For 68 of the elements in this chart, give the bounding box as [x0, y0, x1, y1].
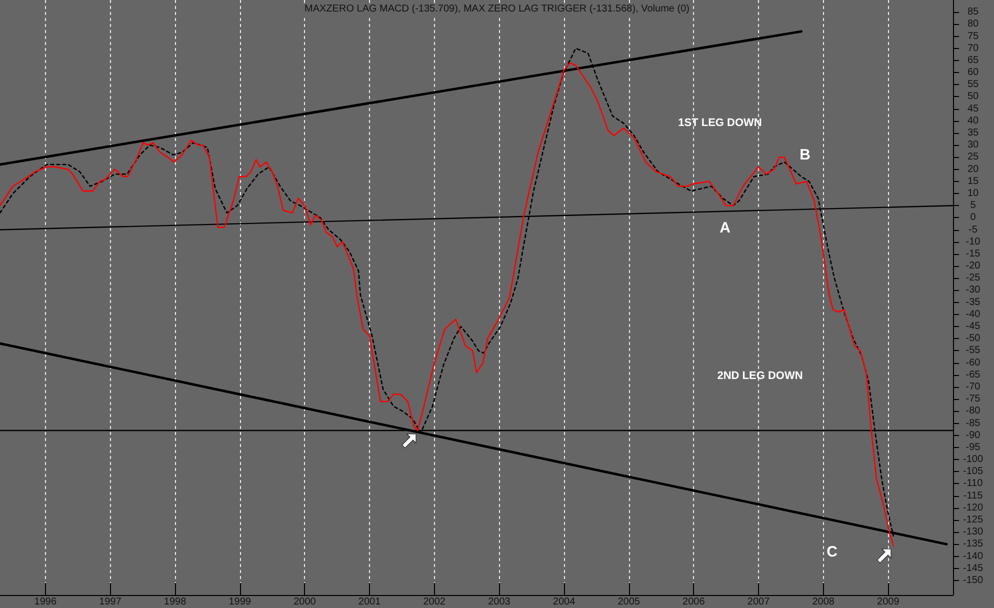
y-tick-label: -100 — [962, 454, 984, 466]
x-tick-label: 2007 — [747, 596, 770, 608]
annotation: C — [826, 544, 838, 560]
y-tick-label: -145 — [962, 562, 984, 574]
y-tick-label: -40 — [966, 308, 981, 320]
y-tick-label: -10 — [966, 236, 981, 248]
x-tick-label: 2006 — [682, 596, 706, 608]
y-tick-label: -70 — [966, 381, 981, 392]
y-tick-label: -135 — [962, 538, 984, 550]
y-tick-label: -60 — [966, 357, 981, 368]
y-tick-label: 15 — [967, 176, 979, 187]
y-tick-label: -115 — [963, 490, 984, 502]
y-tick-label: -15 — [966, 248, 981, 260]
y-tick-label: 20 — [967, 164, 979, 175]
y-tick-label: 60 — [967, 67, 979, 78]
x-tick-label: 1997 — [99, 596, 122, 608]
x-tick-label: 2008 — [812, 596, 835, 608]
x-tick-label: 1996 — [34, 596, 57, 608]
y-tick-label: -90 — [966, 430, 981, 441]
y-tick-label: -25 — [966, 272, 981, 284]
y-tick-label: 55 — [967, 79, 979, 90]
y-tick-label: -5 — [968, 224, 978, 236]
x-tick-label: 1998 — [164, 596, 187, 608]
y-tick-label: -95 — [966, 442, 981, 453]
y-tick-label: -65 — [966, 369, 981, 380]
x-tick-label: 2000 — [294, 596, 316, 608]
x-tick-label: 1999 — [228, 596, 252, 608]
y-tick-label: 75 — [967, 30, 979, 42]
y-tick-label: 5 — [970, 200, 976, 212]
y-tick-label: -50 — [966, 333, 981, 344]
y-tick-label: 10 — [967, 188, 979, 199]
y-tick-label: -120 — [962, 502, 984, 514]
x-tick-label: 2001 — [358, 596, 382, 608]
x-tick-label: 2004 — [552, 596, 576, 608]
y-tick-label: -150 — [962, 574, 984, 586]
x-tick-label: 2005 — [618, 596, 640, 608]
y-tick-label: 30 — [967, 140, 979, 151]
x-tick-label: 2003 — [488, 596, 511, 608]
y-tick-label: 85 — [967, 6, 979, 18]
x-tick-label: 2009 — [877, 596, 900, 608]
annotation: A — [720, 220, 731, 236]
x-tick-label: 2002 — [423, 596, 446, 608]
y-tick-label: -20 — [966, 260, 981, 272]
y-tick-label: 0 — [970, 212, 976, 224]
y-tick-label: -30 — [966, 284, 981, 296]
y-tick-label: -80 — [966, 406, 981, 417]
annotation: 1ST LEG DOWN — [678, 117, 762, 129]
y-tick-label: -125 — [962, 514, 984, 526]
y-tick-label: -130 — [962, 526, 984, 538]
y-tick-label: 65 — [967, 54, 979, 66]
y-tick-label: 35 — [967, 128, 979, 139]
y-tick-label: -55 — [966, 345, 981, 356]
y-tick-label: 40 — [967, 115, 979, 126]
chart-title: MAXZERO LAG MACD (-135.709), MAX ZERO LAG TRIGGER (-131.568), Volume (0) — [304, 4, 690, 14]
y-tick-label: -140 — [962, 550, 984, 562]
y-tick-label: -105 — [962, 466, 984, 478]
y-tick-label: 45 — [967, 103, 979, 114]
y-tick-label: -75 — [966, 394, 981, 405]
annotation: B — [800, 146, 811, 164]
y-tick-label: -85 — [966, 418, 981, 429]
y-tick-label: 70 — [967, 42, 979, 54]
annotation: 2ND LEG DOWN — [717, 370, 803, 382]
y-tick-label: 50 — [967, 91, 979, 102]
y-tick-label: -45 — [966, 321, 981, 332]
y-tick-label: 80 — [967, 18, 979, 30]
y-tick-label: -35 — [966, 296, 981, 308]
y-tick-label: -110 — [963, 478, 984, 490]
y-tick-label: 25 — [967, 152, 979, 163]
